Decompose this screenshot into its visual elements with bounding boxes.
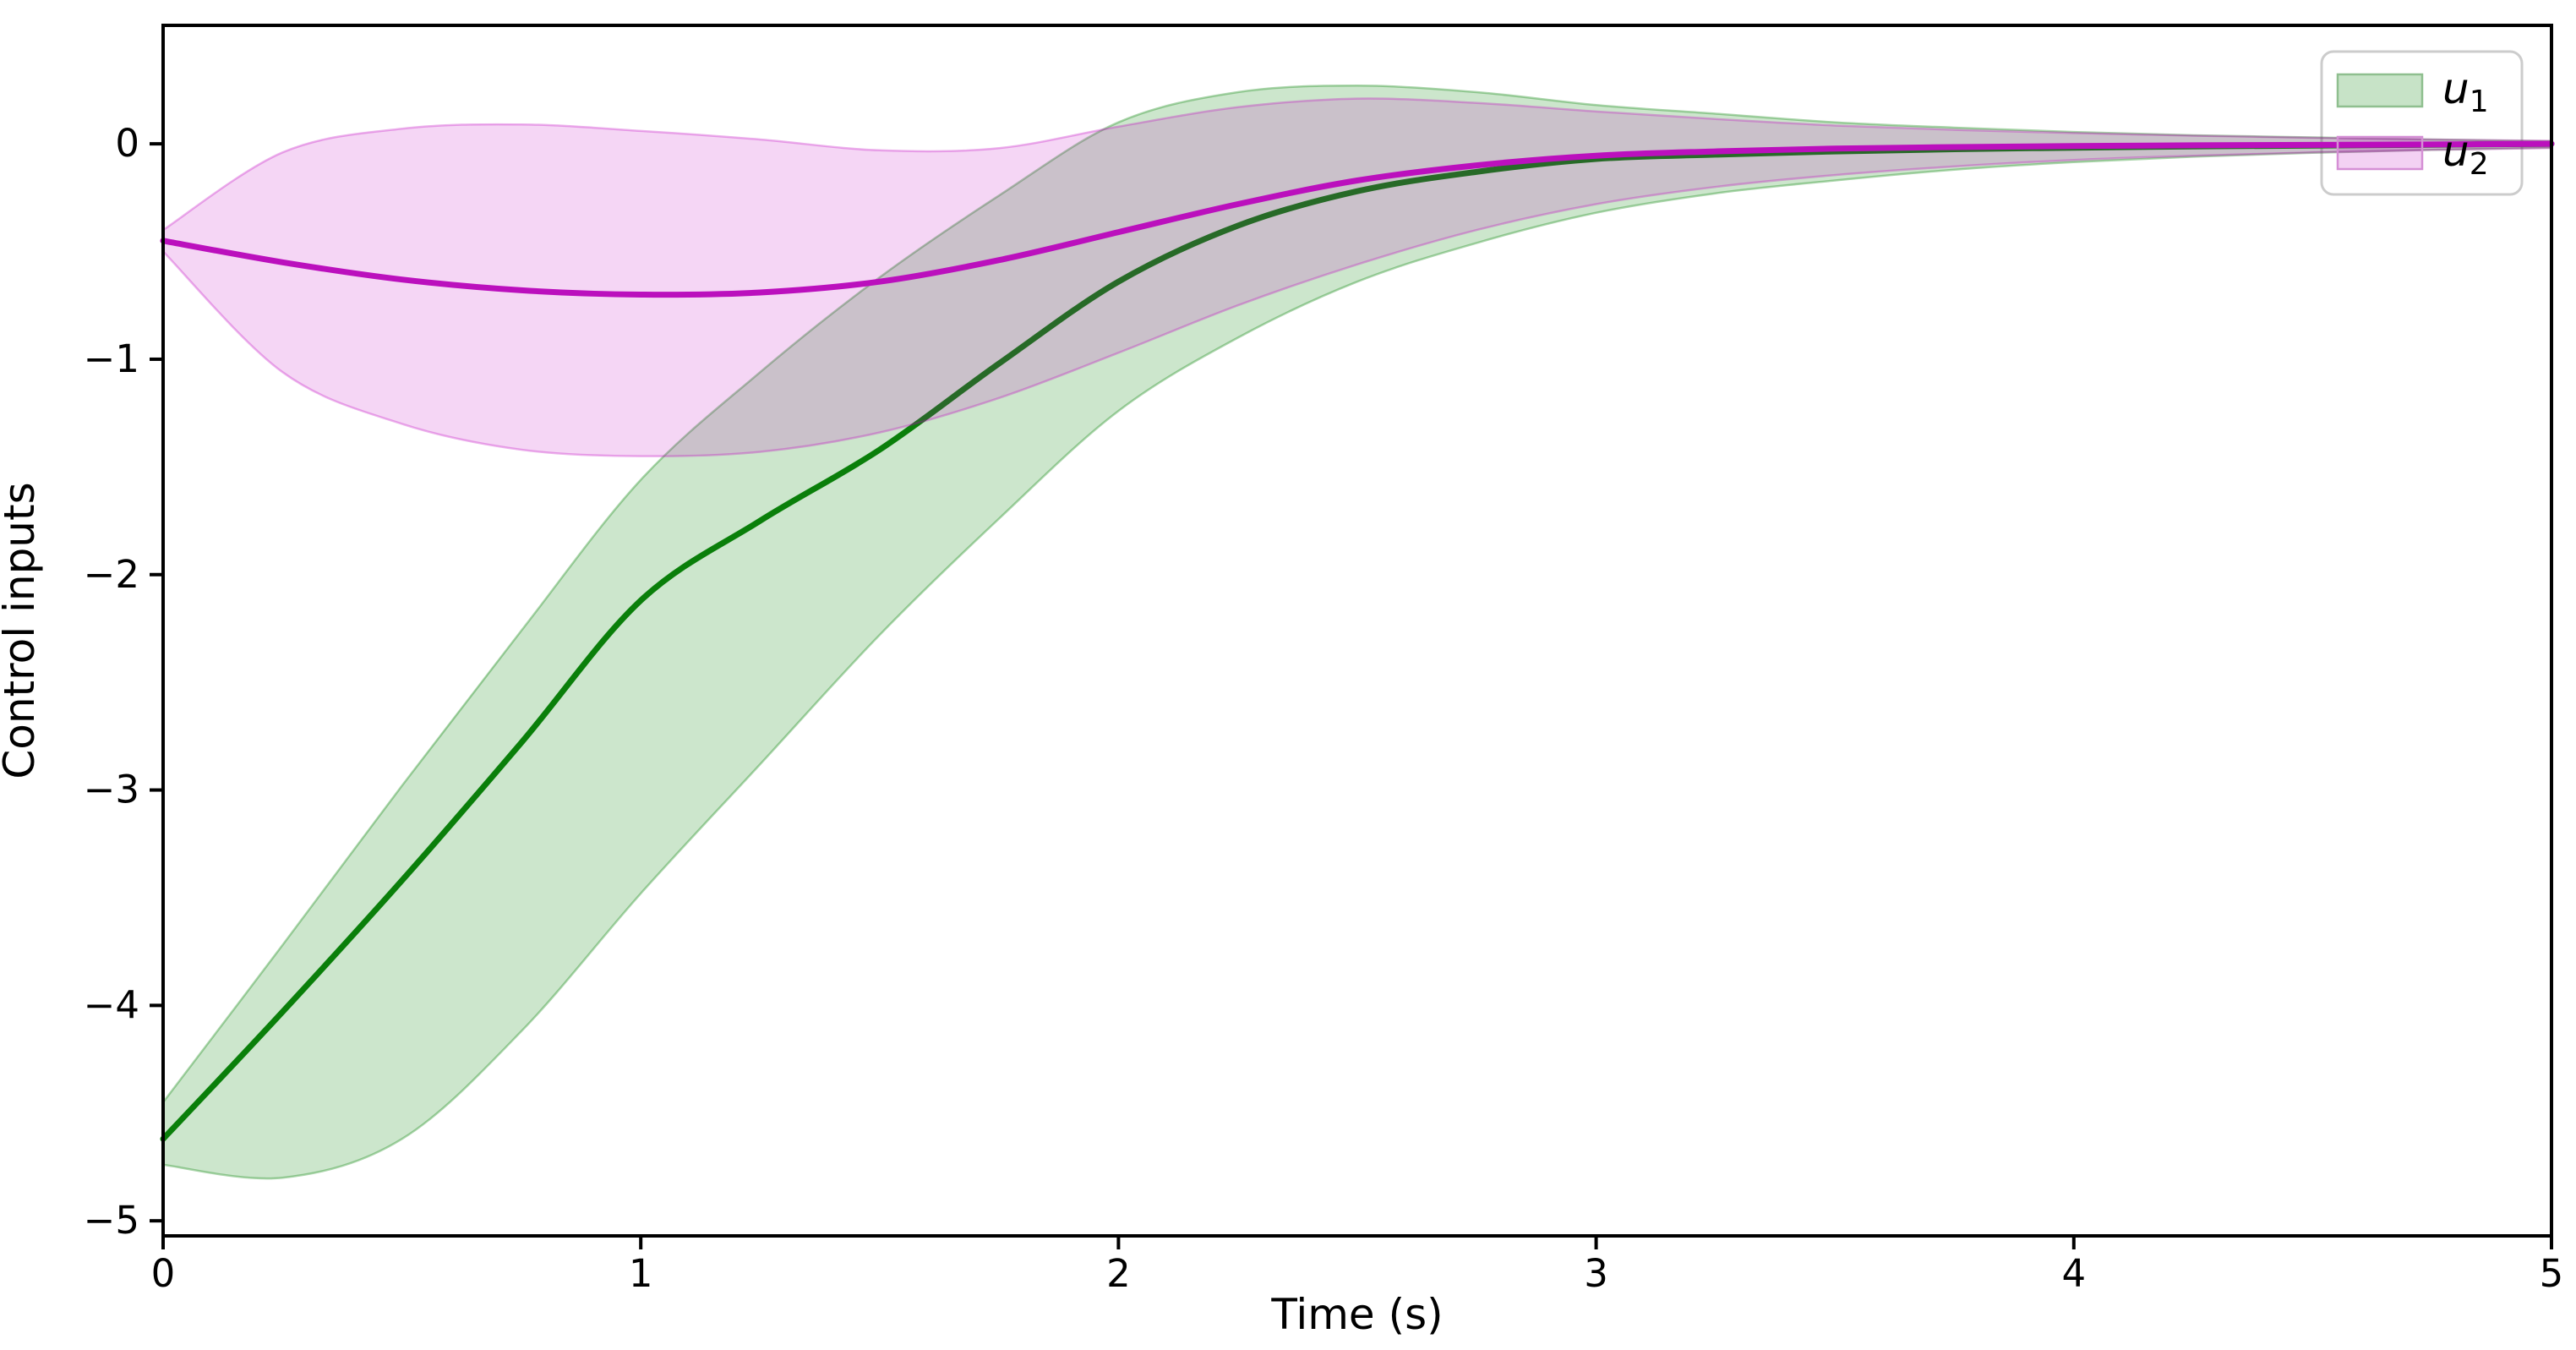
legend-swatch-u1 [2336, 73, 2424, 108]
plot-frame [161, 24, 2553, 1238]
y-axis-label: Control inputs [0, 482, 44, 779]
x-tick-label: 3 [1584, 1251, 1608, 1296]
y-tick-label: 0 [115, 121, 139, 166]
x-tick-label: 2 [1106, 1251, 1131, 1296]
legend: u1 u2 [2336, 64, 2489, 182]
y-tick-label: −5 [84, 1198, 139, 1243]
x-tick-label: 0 [151, 1251, 176, 1296]
series-layer [160, 85, 2555, 1180]
y-tick-label: −1 [84, 336, 139, 381]
y-tick-label: −3 [84, 768, 139, 812]
x-tick-label: 5 [2540, 1251, 2564, 1296]
x-tick-label: 4 [2061, 1251, 2086, 1296]
x-axis-label: Time (s) [1270, 1290, 1443, 1339]
y-tick-label: −4 [84, 982, 139, 1027]
legend-swatch-u2 [2336, 135, 2424, 171]
legend-label-u1: u1 [2442, 64, 2489, 119]
legend-box [2320, 50, 2524, 196]
u2-band [161, 97, 2553, 457]
y-tick-label: −2 [84, 552, 139, 597]
x-tick-label: 1 [629, 1251, 653, 1296]
u2-mean-line [160, 140, 2555, 298]
legend-label-u2: u2 [2442, 127, 2489, 182]
ticks-layer: 0 1 2 3 4 5 0 −1 −2 −3 −4 −5 [84, 121, 2564, 1296]
